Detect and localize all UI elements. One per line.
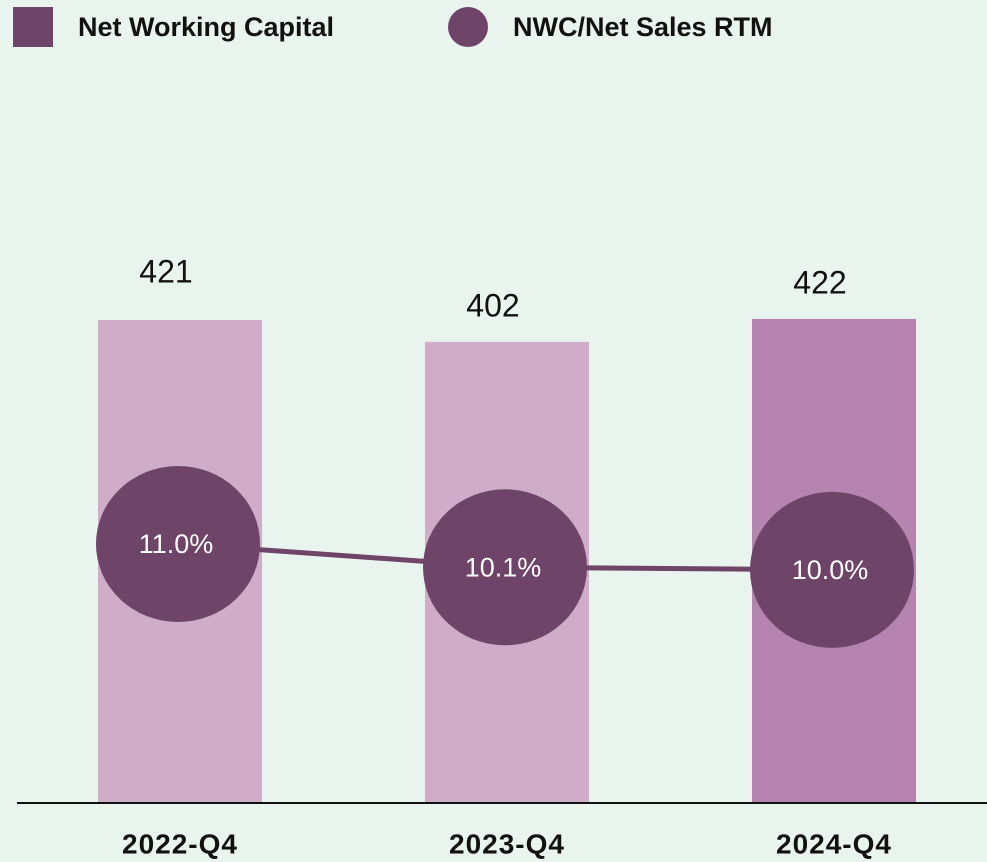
legend-label: NWC/Net Sales RTM [513,12,773,42]
point-label: 10.1% [465,552,542,582]
x-tick-label: 2023-Q4 [449,828,565,859]
point-label: 11.0% [139,529,214,559]
point [423,489,587,646]
point [96,465,260,622]
bar-value-label: 422 [793,264,846,300]
legend-swatch [13,7,53,47]
legend-label: Net Working Capital [78,12,334,42]
bar-value-label: 421 [139,254,192,290]
legend-swatch [448,7,488,47]
x-tick-label: 2024-Q4 [776,828,892,859]
bar-value-label: 402 [466,287,519,323]
point [750,491,914,648]
x-tick-label: 2022-Q4 [122,828,238,859]
point-label: 10.0% [792,555,869,585]
